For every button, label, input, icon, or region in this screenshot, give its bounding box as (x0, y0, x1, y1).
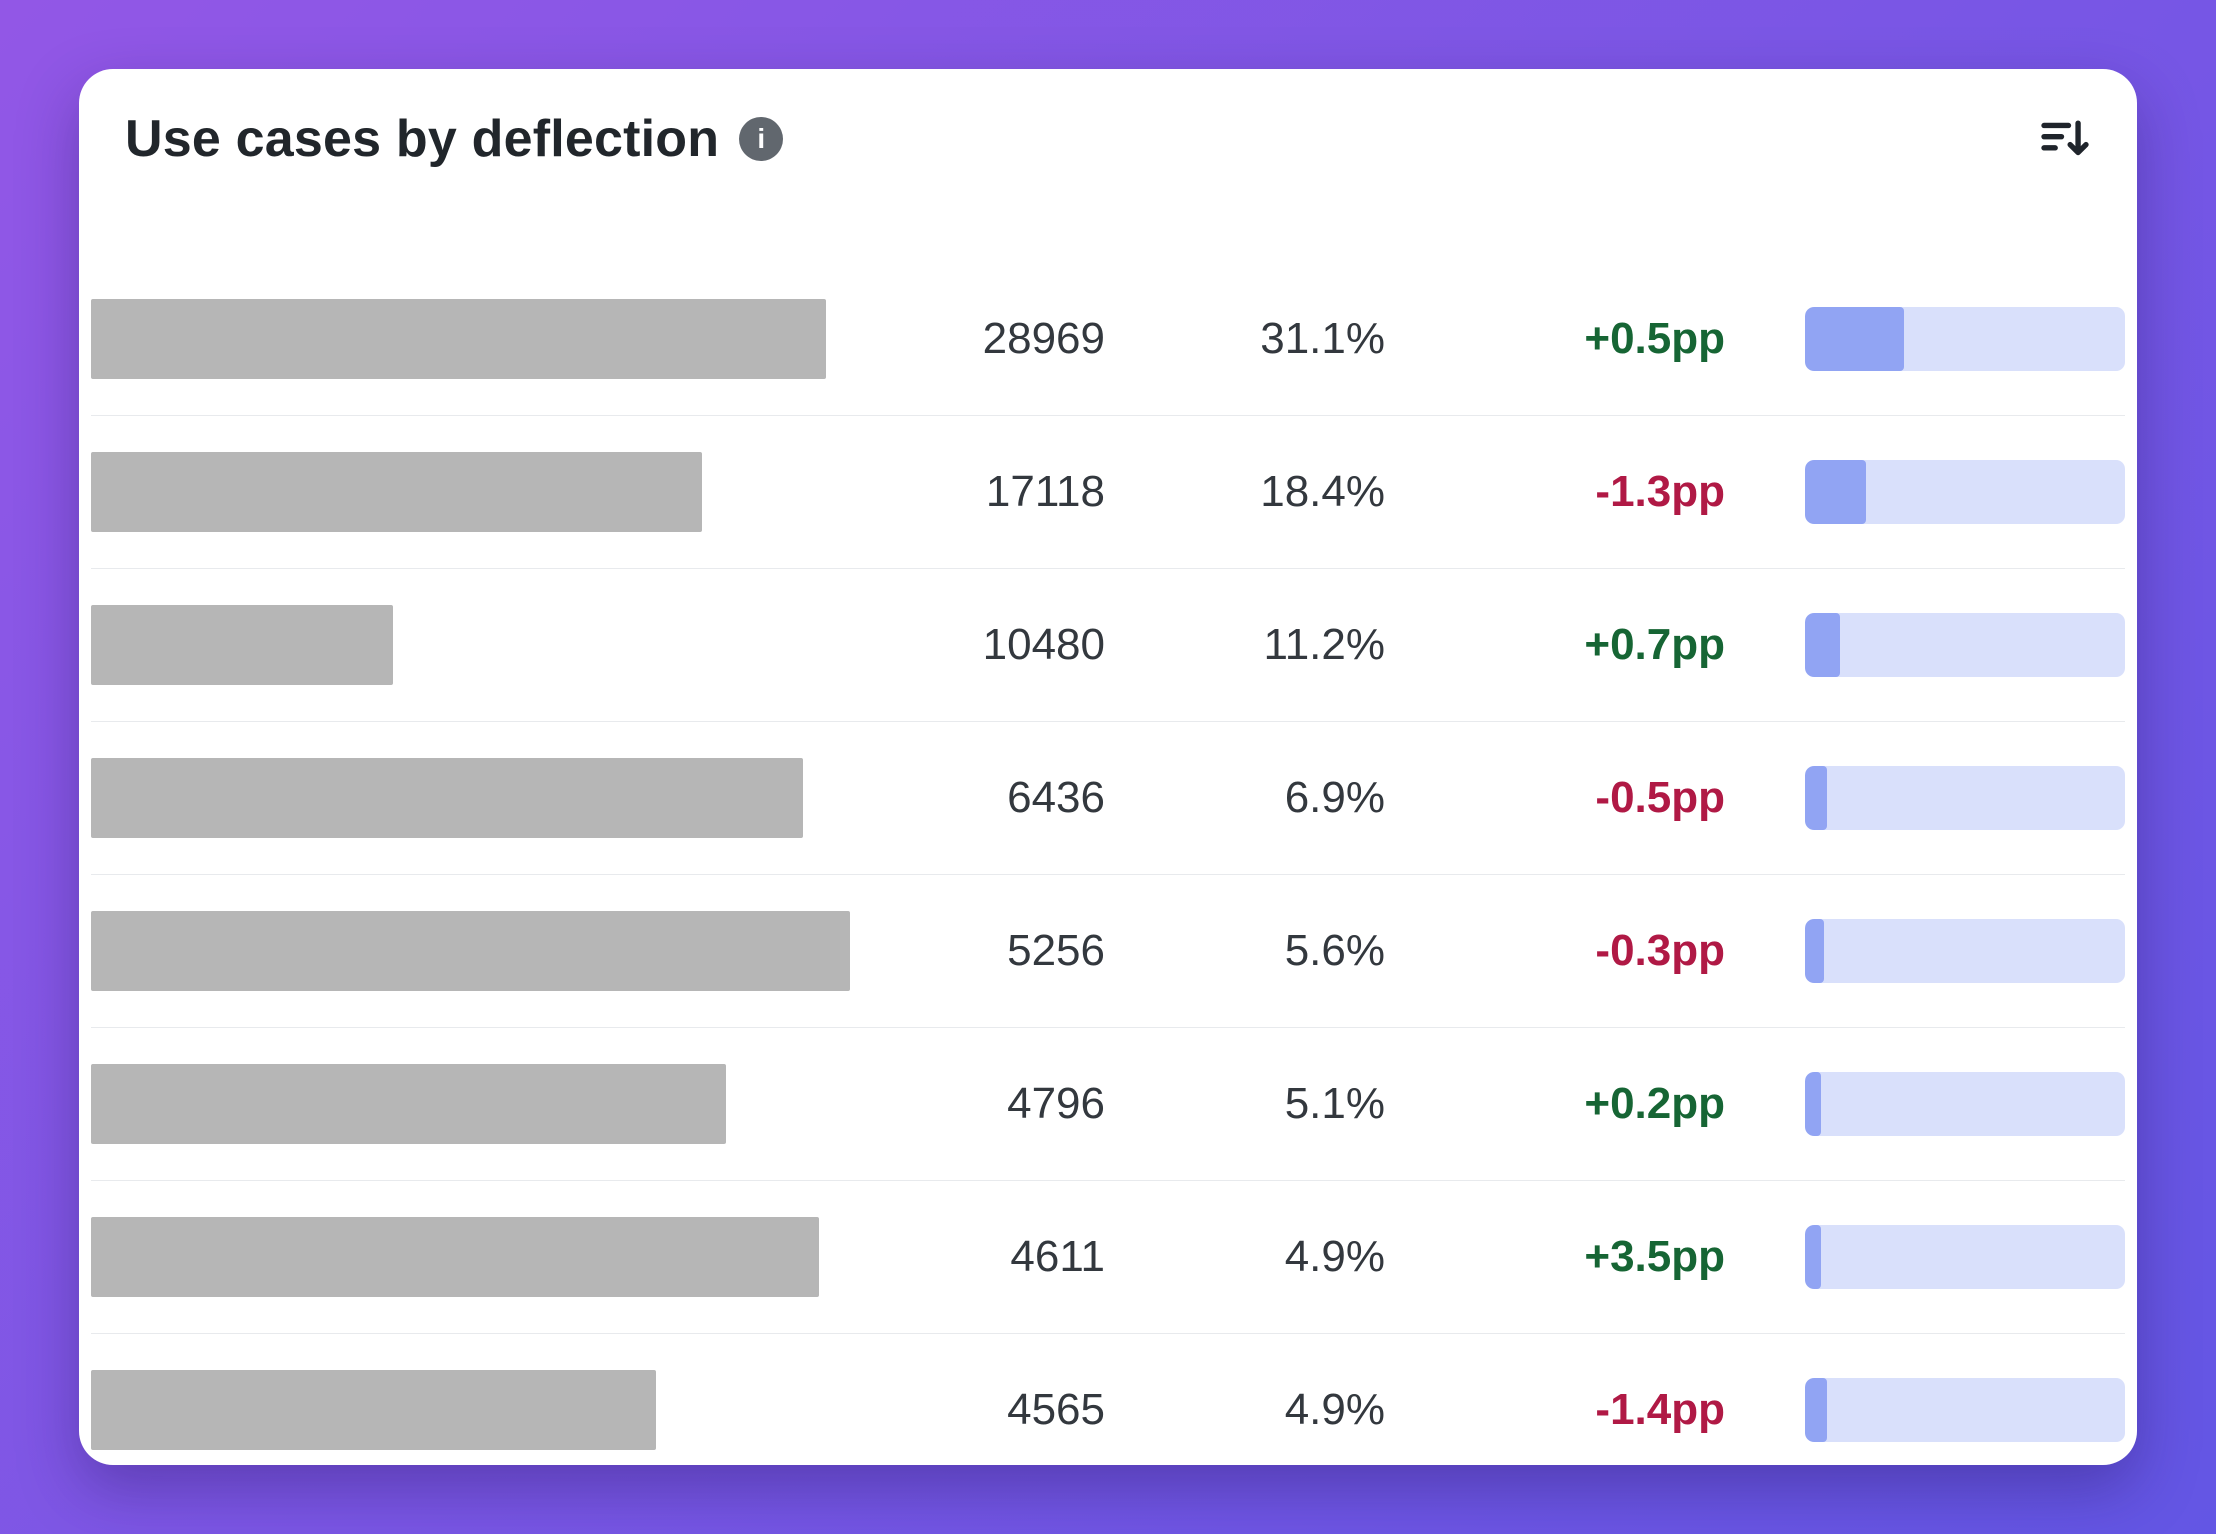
use-case-row[interactable]: 10480 11.2% +0.7pp (91, 568, 2125, 721)
share-percent-value: 4.9% (1284, 1232, 1385, 1281)
use-case-list: 28969 31.1% +0.5pp 17118 18.4% -1.3pp 10… (91, 263, 2125, 1465)
count-value: 4565 (1007, 1385, 1105, 1434)
deflection-bar-cell (1725, 613, 2125, 677)
deflection-bar-fill (1805, 613, 1841, 677)
count-value: 4796 (1007, 1079, 1105, 1128)
use-case-label-cell (91, 1370, 865, 1450)
redacted-label-bar (91, 1064, 726, 1144)
share-percent-value: 6.9% (1284, 773, 1385, 822)
count-value: 5256 (1007, 926, 1105, 975)
use-case-label-cell (91, 911, 865, 991)
use-case-row[interactable]: 6436 6.9% -0.5pp (91, 721, 2125, 874)
use-case-row[interactable]: 17118 18.4% -1.3pp (91, 415, 2125, 568)
share-percent-value: 18.4% (1260, 467, 1385, 516)
sort-descending-button[interactable] (2033, 107, 2097, 171)
deflection-bar-fill (1805, 1378, 1828, 1442)
deflection-bar-track (1805, 460, 2125, 524)
deflection-bar-track (1805, 613, 2125, 677)
deflection-bar-cell (1725, 307, 2125, 371)
deflection-bar-cell (1725, 766, 2125, 830)
use-case-label-cell (91, 1064, 865, 1144)
redacted-label-bar (91, 758, 804, 838)
delta-pp-value: +3.5pp (1584, 1232, 1725, 1281)
share-percent-value: 5.1% (1284, 1079, 1385, 1128)
count-value: 17118 (985, 467, 1105, 516)
delta-pp-value: +0.5pp (1584, 314, 1725, 363)
info-icon[interactable]: i (739, 117, 784, 161)
use-cases-by-deflection-card: Use cases by deflection i 28969 31.1% +0… (79, 69, 2137, 1465)
use-case-label-cell (91, 452, 865, 532)
redacted-label-bar (91, 299, 827, 379)
use-case-row[interactable]: 5256 5.6% -0.3pp (91, 874, 2125, 1027)
delta-pp-value: +0.2pp (1584, 1079, 1725, 1128)
deflection-bar-track (1805, 307, 2125, 371)
redacted-label-bar (91, 452, 703, 532)
deflection-bar-cell (1725, 460, 2125, 524)
count-value: 10480 (982, 620, 1105, 669)
deflection-bar-fill (1805, 766, 1828, 830)
deflection-bar-fill (1805, 460, 1866, 524)
use-case-row[interactable]: 4565 4.9% -1.4pp (91, 1333, 2125, 1465)
use-case-label-cell (91, 605, 865, 685)
redacted-label-bar (91, 911, 850, 991)
redacted-label-bar (91, 1217, 819, 1297)
delta-pp-value: -0.5pp (1595, 773, 1725, 822)
deflection-bar-track (1805, 1072, 2125, 1136)
deflection-bar-track (1805, 766, 2125, 830)
use-case-row[interactable]: 4796 5.1% +0.2pp (91, 1027, 2125, 1180)
share-percent-value: 31.1% (1260, 314, 1385, 363)
count-value: 28969 (982, 314, 1105, 363)
use-case-label-cell (91, 758, 865, 838)
deflection-bar-track (1805, 919, 2125, 983)
sort-descending-icon (2037, 111, 2093, 167)
card-header: Use cases by deflection i (91, 69, 2125, 171)
share-percent-value: 4.9% (1284, 1385, 1385, 1434)
use-case-label-cell (91, 299, 865, 379)
use-case-row[interactable]: 4611 4.9% +3.5pp (91, 1180, 2125, 1333)
deflection-bar-track (1805, 1225, 2125, 1289)
deflection-bar-fill (1805, 1225, 1821, 1289)
share-percent-value: 11.2% (1263, 620, 1386, 669)
deflection-bar-cell (1725, 1225, 2125, 1289)
card-title: Use cases by deflection (125, 110, 720, 168)
count-value: 4611 (1010, 1232, 1105, 1281)
deflection-bar-fill (1805, 1072, 1821, 1136)
deflection-bar-cell (1725, 919, 2125, 983)
use-case-label-cell (91, 1217, 865, 1297)
deflection-bar-fill (1805, 307, 1905, 371)
delta-pp-value: +0.7pp (1584, 620, 1725, 669)
count-value: 6436 (1007, 773, 1105, 822)
redacted-label-bar (91, 605, 393, 685)
use-case-row[interactable]: 28969 31.1% +0.5pp (91, 263, 2125, 415)
deflection-bar-cell (1725, 1072, 2125, 1136)
delta-pp-value: -1.3pp (1595, 467, 1725, 516)
share-percent-value: 5.6% (1284, 926, 1385, 975)
deflection-bar-cell (1725, 1378, 2125, 1442)
title-group: Use cases by deflection i (125, 109, 784, 169)
deflection-bar-track (1805, 1378, 2125, 1442)
delta-pp-value: -0.3pp (1595, 926, 1725, 975)
redacted-label-bar (91, 1370, 657, 1450)
delta-pp-value: -1.4pp (1595, 1385, 1725, 1434)
deflection-bar-fill (1805, 919, 1825, 983)
